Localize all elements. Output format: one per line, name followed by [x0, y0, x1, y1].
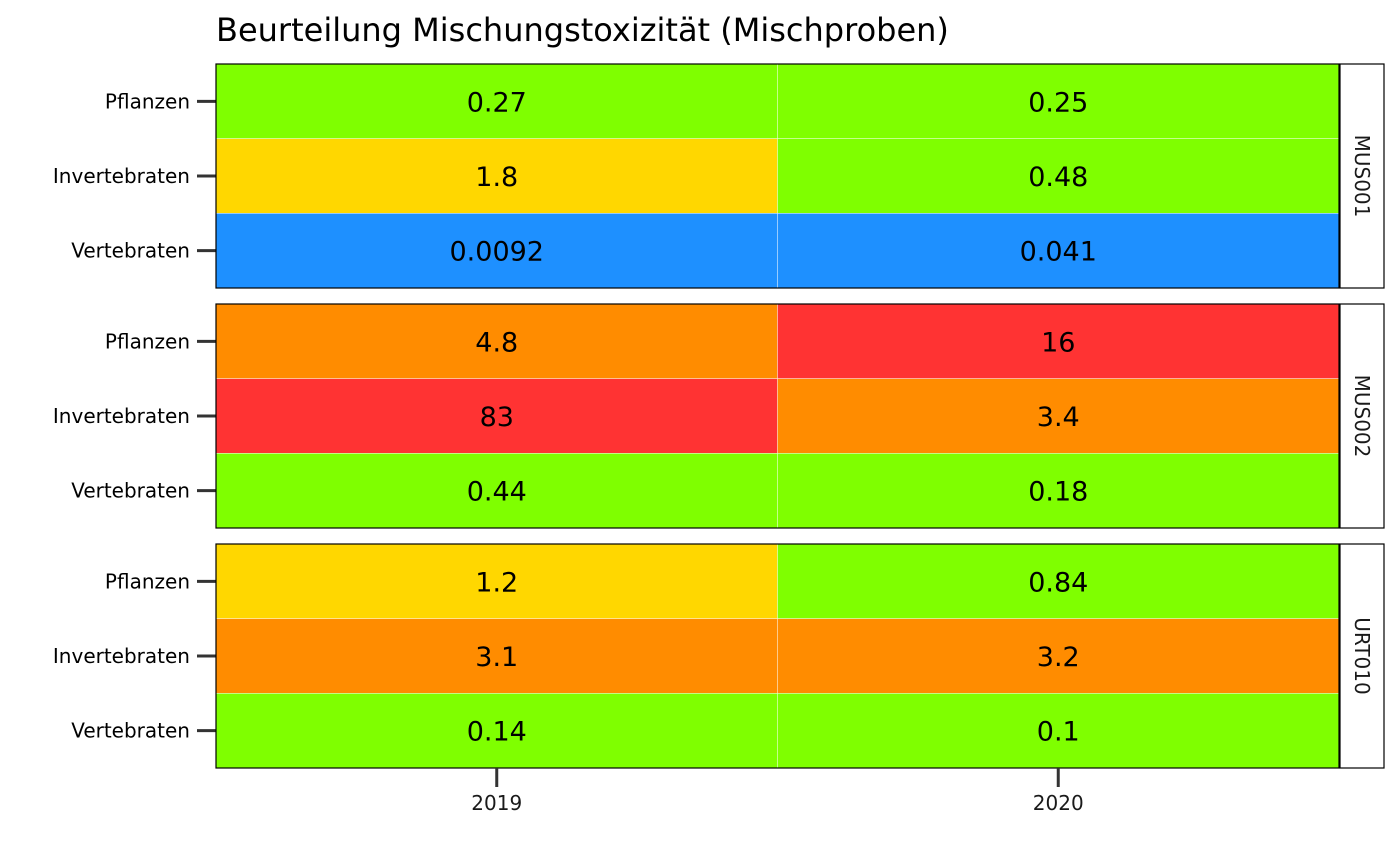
y-tick-label: Pflanzen: [105, 89, 190, 113]
heatmap-cell: [215, 543, 778, 619]
cell-value-label: 0.48: [1028, 162, 1088, 193]
facet-strip-label: MUS001: [1350, 135, 1374, 218]
panel-urt010: 1.2 0.84 Pflanzen 3.1 3.2 Invertebraten 0.14 0.…: [53, 543, 1385, 769]
cell-value-label: 4.8: [475, 327, 518, 358]
heatmap-cell: [215, 63, 778, 139]
chart-title: Beurteilung Mischungstoxizität (Mischpro…: [216, 11, 949, 49]
y-tick-label: Invertebraten: [53, 404, 190, 428]
cell-value-label: 0.44: [467, 477, 527, 508]
panel-mus001: 0.27 0.25 Pflanzen 1.8 0.48 Invertebraten 0.00…: [53, 63, 1385, 289]
facet-strip-label: MUS002: [1350, 375, 1374, 458]
y-tick-label: Vertebraten: [71, 239, 190, 263]
cell-value-label: 1.2: [475, 567, 518, 598]
cell-value-label: 3.4: [1037, 402, 1080, 433]
cell-value-label: 0.27: [467, 87, 527, 118]
facet-strip: [1339, 543, 1385, 769]
heatmap-cell: [777, 303, 1340, 379]
heatmap-cell: [777, 618, 1340, 694]
y-tick-label: Vertebraten: [71, 479, 190, 503]
cell-value-label: 0.14: [467, 717, 527, 748]
heatmap-cell: [777, 693, 1340, 769]
cell-value-label: 3.1: [475, 642, 518, 673]
panel-border: [215, 543, 1340, 769]
heatmap-cell: [215, 453, 778, 529]
facet-strip: [1339, 303, 1385, 529]
heatmap-cell: [215, 378, 778, 454]
cell-value-label: 16: [1041, 327, 1075, 358]
cell-value-label: 0.25: [1028, 87, 1088, 118]
panel-mus002: 4.8 16 Pflanzen 83 3.4 Invertebraten 0.44 0.18 V…: [53, 303, 1385, 529]
facet-strip-label: URT010: [1350, 617, 1374, 694]
heatmap-cell: [777, 138, 1340, 214]
cell-value-label: 3.2: [1037, 642, 1080, 673]
x-axis: 2019 2020: [471, 768, 1084, 815]
y-tick-label: Invertebraten: [53, 164, 190, 188]
heatmap-cell: [777, 63, 1340, 139]
y-tick-label: Vertebraten: [71, 719, 190, 743]
x-tick-label: 2020: [1033, 791, 1084, 815]
y-tick-label: Pflanzen: [105, 329, 190, 353]
cell-value-label: 0.0092: [450, 237, 544, 268]
cell-value-label: 0.84: [1028, 567, 1088, 598]
heatmap-cell: [777, 453, 1340, 529]
x-tick-label: 2019: [471, 791, 522, 815]
panel-border: [215, 303, 1340, 529]
panel-border: [215, 63, 1340, 289]
heatmap-cell: [777, 213, 1340, 289]
panels: 0.27 0.25 Pflanzen 1.8 0.48 Invertebraten 0.00…: [53, 63, 1385, 769]
heatmap-cell: [777, 543, 1340, 619]
heatmap-cell: [215, 693, 778, 769]
y-tick-label: Pflanzen: [105, 569, 190, 593]
y-tick-label: Invertebraten: [53, 644, 190, 668]
cell-value-label: 0.1: [1037, 717, 1080, 748]
heatmap-cell: [777, 378, 1340, 454]
heatmap-cell: [215, 618, 778, 694]
facet-strip: [1339, 63, 1385, 289]
cell-value-label: 83: [480, 402, 514, 433]
cell-value-label: 0.18: [1028, 477, 1088, 508]
cell-value-label: 0.041: [1020, 237, 1097, 268]
cell-value-label: 1.8: [475, 162, 518, 193]
